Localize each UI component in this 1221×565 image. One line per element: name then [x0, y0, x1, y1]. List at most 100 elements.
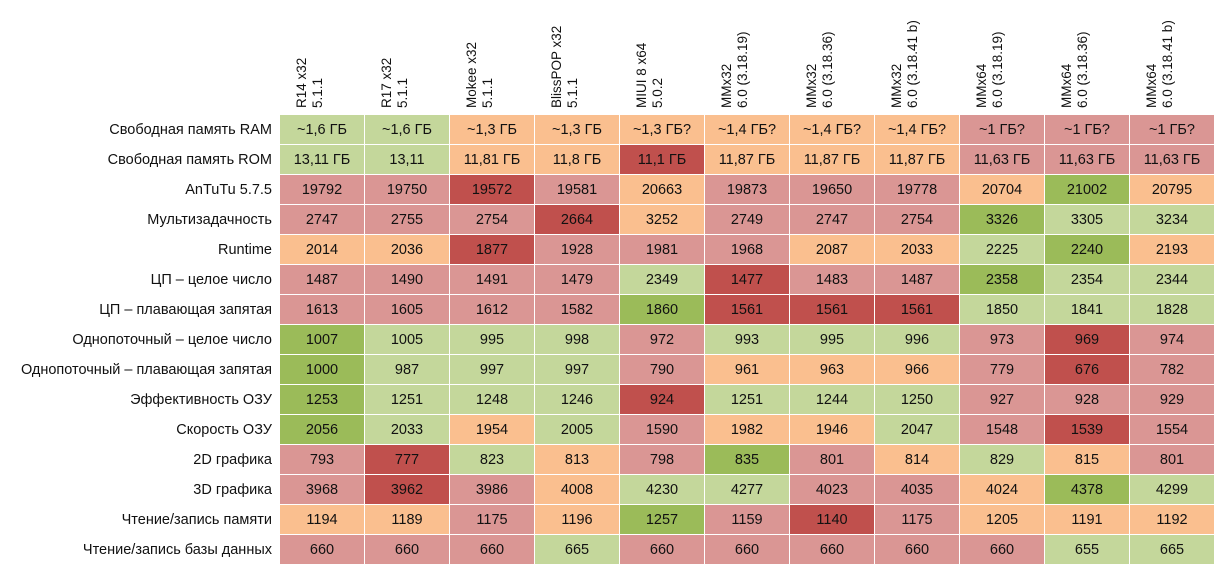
value-cell: ~1,4 ГБ? [704, 114, 790, 145]
value-cell: 1968 [704, 234, 790, 265]
value-cell: 823 [449, 444, 535, 475]
value-cell: 815 [1044, 444, 1130, 475]
column-header-name: MIUI 8 x64 [633, 42, 649, 108]
value-cell: 1946 [789, 414, 875, 445]
value-cell: 1248 [449, 384, 535, 415]
column-header-row: R14 x32 5.1.1 R17 x32 5.1.1 Mokee x32 5.1.1 Bl… [0, 0, 1215, 115]
value-cell: 1194 [279, 504, 365, 535]
column-header: MMx64 6.0 (3.18.19) [960, 0, 1045, 115]
value-cell: 660 [619, 534, 705, 565]
column-header-version: 5.1.1 [394, 77, 410, 108]
value-cell: 2749 [704, 204, 790, 235]
value-cell: 19792 [279, 174, 365, 205]
value-cell: 1490 [364, 264, 450, 295]
column-header-version: 6.0 (3.18.41 b) [1159, 20, 1175, 108]
value-cell: 1000 [279, 354, 365, 385]
value-cell: 801 [1129, 444, 1215, 475]
value-cell: 655 [1044, 534, 1130, 565]
value-cell: 665 [1129, 534, 1215, 565]
column-header-name: MMx64 [1143, 63, 1159, 108]
value-cell: 3326 [959, 204, 1045, 235]
value-cell: 11,8 ГБ [534, 144, 620, 175]
table-corner [0, 0, 280, 115]
value-cell: 660 [704, 534, 790, 565]
value-cell: 1548 [959, 414, 1045, 445]
value-cell: 1251 [364, 384, 450, 415]
table-row: Runtime 2014 2036 1877 1928 1981 1968 2087 2033 2… [0, 234, 1215, 265]
column-header-version: 6.0 (3.18.19) [734, 31, 750, 108]
value-cell: 1205 [959, 504, 1045, 535]
value-cell: 1483 [789, 264, 875, 295]
value-cell: 2056 [279, 414, 365, 445]
value-cell: 11,81 ГБ [449, 144, 535, 175]
column-header-name: MMx32 [718, 63, 734, 108]
value-cell: 1828 [1129, 294, 1215, 325]
value-cell: ~1,6 ГБ [364, 114, 450, 145]
column-header-version: 6.0 (3.18.41 b) [904, 20, 920, 108]
value-cell: 1246 [534, 384, 620, 415]
value-cell: 13,11 [364, 144, 450, 175]
value-cell: 1850 [959, 294, 1045, 325]
value-cell: 11,63 ГБ [959, 144, 1045, 175]
value-cell: ~1,6 ГБ [279, 114, 365, 145]
value-cell: ~1,3 ГБ? [619, 114, 705, 145]
column-header: R14 x32 5.1.1 [280, 0, 365, 115]
value-cell: 1561 [789, 294, 875, 325]
column-header: MMx32 6.0 (3.18.36) [790, 0, 875, 115]
value-cell: 4277 [704, 474, 790, 505]
value-cell: 993 [704, 324, 790, 355]
value-cell: 1928 [534, 234, 620, 265]
value-cell: 790 [619, 354, 705, 385]
value-cell: 2349 [619, 264, 705, 295]
column-header-name: MMx32 [888, 63, 904, 108]
value-cell: 1877 [449, 234, 535, 265]
value-cell: 1590 [619, 414, 705, 445]
value-cell: 2087 [789, 234, 875, 265]
value-cell: ~1,3 ГБ [534, 114, 620, 145]
column-header-label: MMx64 6.0 (3.18.19) [974, 4, 1014, 108]
column-header-label: MMx32 6.0 (3.18.19) [719, 4, 759, 108]
value-cell: 929 [1129, 384, 1215, 415]
value-cell: 19873 [704, 174, 790, 205]
value-cell: 2047 [874, 414, 960, 445]
value-cell: 1613 [279, 294, 365, 325]
value-cell: 973 [959, 324, 1045, 355]
value-cell: 1191 [1044, 504, 1130, 535]
column-header-version: 6.0 (3.18.36) [1074, 31, 1090, 108]
table-row: AnTuTu 5.7.5 19792 19750 19572 19581 20663 198… [0, 174, 1215, 205]
column-header: MMx64 6.0 (3.18.41 b) [1130, 0, 1215, 115]
value-cell: 2755 [364, 204, 450, 235]
value-cell: 20795 [1129, 174, 1215, 205]
value-cell: 2754 [449, 204, 535, 235]
value-cell: 835 [704, 444, 790, 475]
value-cell: 11,87 ГБ [874, 144, 960, 175]
value-cell: 4299 [1129, 474, 1215, 505]
table-row: ЦП – плавающая запятая 1613 1605 1612 1582 18… [0, 294, 1215, 325]
value-cell: 2354 [1044, 264, 1130, 295]
value-cell: 20663 [619, 174, 705, 205]
column-header-version: 5.1.1 [564, 77, 580, 108]
column-header-name: BlissPOP x32 [548, 25, 564, 108]
value-cell: 1479 [534, 264, 620, 295]
row-label: Скорость ОЗУ [176, 421, 272, 438]
value-cell: 20704 [959, 174, 1045, 205]
value-cell: 2747 [789, 204, 875, 235]
value-cell: 1554 [1129, 414, 1215, 445]
value-cell: 2005 [534, 414, 620, 445]
value-cell: 927 [959, 384, 1045, 415]
value-cell: 2358 [959, 264, 1045, 295]
column-header: MMx32 6.0 (3.18.19) [705, 0, 790, 115]
value-cell: 1257 [619, 504, 705, 535]
column-header-version: 5.1.1 [479, 77, 495, 108]
value-cell: 995 [449, 324, 535, 355]
value-cell: 1007 [279, 324, 365, 355]
value-cell: 779 [959, 354, 1045, 385]
value-cell: 997 [534, 354, 620, 385]
value-cell: 2747 [279, 204, 365, 235]
table-row: Скорость ОЗУ 2056 2033 1954 2005 1590 1982 1946… [0, 414, 1215, 445]
column-header: Mokee x32 5.1.1 [450, 0, 535, 115]
table-row: Свободная память ROM 13,11 ГБ 13,11 11,81 Г… [0, 144, 1215, 175]
value-cell: 1982 [704, 414, 790, 445]
value-cell: 928 [1044, 384, 1130, 415]
value-cell: 961 [704, 354, 790, 385]
